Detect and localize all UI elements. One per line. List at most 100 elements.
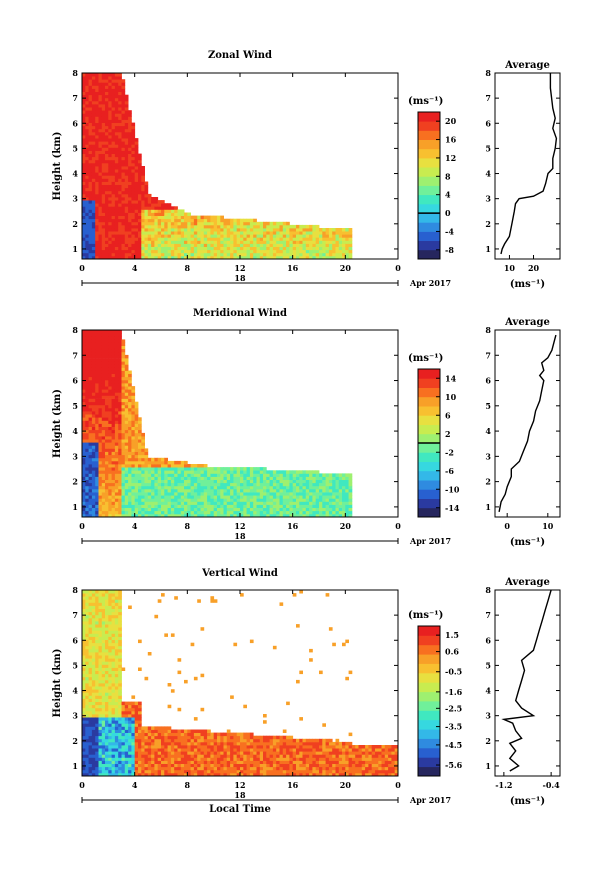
heatmap-cell	[263, 237, 267, 241]
heatmap-cell	[91, 367, 96, 371]
heatmap-cell	[124, 745, 129, 749]
heatmap-cell	[299, 510, 303, 515]
heatmap-cell	[121, 470, 126, 474]
heatmap-cell	[91, 717, 96, 721]
heatmap-cell	[131, 745, 136, 749]
heatmap-cell	[114, 689, 119, 693]
heatmap-cell	[82, 414, 86, 418]
heatmap-cell	[184, 212, 188, 216]
heatmap-cell	[101, 333, 106, 337]
heatmap-cell	[217, 504, 221, 508]
heatmap-cell	[114, 766, 119, 771]
heatmap-cell	[101, 113, 106, 117]
heatmap-cell	[105, 673, 109, 678]
heatmap-cell	[101, 741, 106, 746]
heatmap-cell	[128, 605, 132, 609]
heatmap-cell	[124, 501, 129, 505]
heatmap-cell	[325, 513, 330, 518]
heatmap-cell	[98, 411, 103, 415]
heatmap-cell	[91, 769, 96, 774]
heatmap-cell	[138, 769, 142, 774]
heatmap-cell	[220, 228, 224, 232]
heatmap-cell	[223, 470, 228, 474]
heatmap-cell	[121, 760, 126, 764]
heatmap-cell	[114, 495, 119, 499]
heatmap-cell	[236, 467, 241, 471]
heatmap-cell	[121, 166, 126, 170]
heatmap-cell	[91, 159, 96, 164]
heatmap-cell	[342, 237, 346, 241]
heatmap-cell	[108, 88, 112, 92]
heatmap-cell	[108, 200, 112, 204]
heatmap-cell	[88, 754, 93, 758]
heatmap-cell	[259, 513, 264, 518]
heatmap-cell	[128, 231, 132, 235]
heatmap-cell	[101, 479, 106, 484]
heatmap-cell	[95, 395, 99, 399]
heatmap-cell	[82, 175, 86, 179]
heatmap-cell	[114, 686, 119, 690]
heatmap-cell	[170, 240, 175, 244]
heatmap-cell	[325, 504, 330, 508]
heatmap-cell	[108, 376, 112, 381]
heatmap-cell	[157, 212, 162, 216]
heatmap-cell	[141, 246, 145, 251]
heatmap-cell	[108, 751, 112, 755]
heatmap-cell	[118, 429, 122, 434]
heatmap-cell	[108, 611, 112, 616]
heatmap-cell	[91, 624, 96, 628]
heatmap-cell	[91, 614, 96, 619]
heatmap-cell	[154, 243, 159, 247]
heatmap-cell	[128, 150, 132, 154]
heatmap-cell	[98, 432, 103, 437]
colorbar-tick-label: -6	[445, 466, 454, 476]
heatmap-cell	[164, 249, 168, 254]
heatmap-cell	[101, 645, 106, 650]
heatmap-cell	[266, 470, 270, 474]
heatmap-cell	[134, 181, 139, 185]
heatmap-cell	[299, 224, 303, 229]
heatmap-cell	[91, 389, 96, 393]
heatmap-cell	[85, 686, 89, 690]
heatmap-cell	[82, 639, 86, 644]
heatmap-cell	[85, 498, 89, 502]
heatmap-cell	[98, 476, 103, 480]
heatmap-cell	[266, 231, 270, 235]
heatmap-cell	[101, 611, 106, 616]
heatmap-cell	[124, 714, 129, 718]
heatmap-cell	[141, 175, 145, 179]
heatmap-cell	[85, 454, 89, 459]
heatmap-cell	[174, 255, 178, 260]
heatmap-cell	[210, 215, 215, 220]
heatmap-cell	[197, 234, 201, 238]
heatmap-cell	[296, 513, 300, 518]
heatmap-cell	[105, 330, 109, 334]
heatmap-cell	[200, 470, 205, 474]
heatmap-cell	[105, 692, 109, 696]
heatmap-cell	[131, 423, 136, 427]
heatmap-cell	[246, 221, 251, 226]
heatmap-cell	[131, 404, 136, 409]
heatmap-cell	[128, 234, 132, 238]
heatmap-cell	[180, 482, 185, 487]
heatmap-cell	[338, 504, 343, 508]
heatmap-cell	[263, 224, 267, 229]
heatmap-cell	[128, 398, 132, 403]
heatmap-cell	[187, 212, 191, 216]
heatmap-cell	[174, 240, 178, 244]
heatmap-cell	[335, 255, 340, 260]
heatmap-cell	[121, 193, 126, 198]
heatmap-cell	[82, 193, 86, 198]
heatmap-cell	[131, 439, 136, 443]
heatmap-cell	[98, 234, 103, 238]
heatmap-cell	[91, 633, 96, 637]
heatmap-cell	[98, 333, 103, 337]
heatmap-cell	[319, 234, 323, 238]
heatmap-cell	[88, 692, 93, 696]
heatmap-cell	[167, 492, 172, 496]
heatmap-cell	[98, 501, 103, 505]
heatmap-cell	[124, 729, 129, 733]
heatmap-cell	[312, 501, 317, 505]
heatmap-cell	[263, 476, 267, 480]
heatmap-cell	[230, 495, 234, 499]
